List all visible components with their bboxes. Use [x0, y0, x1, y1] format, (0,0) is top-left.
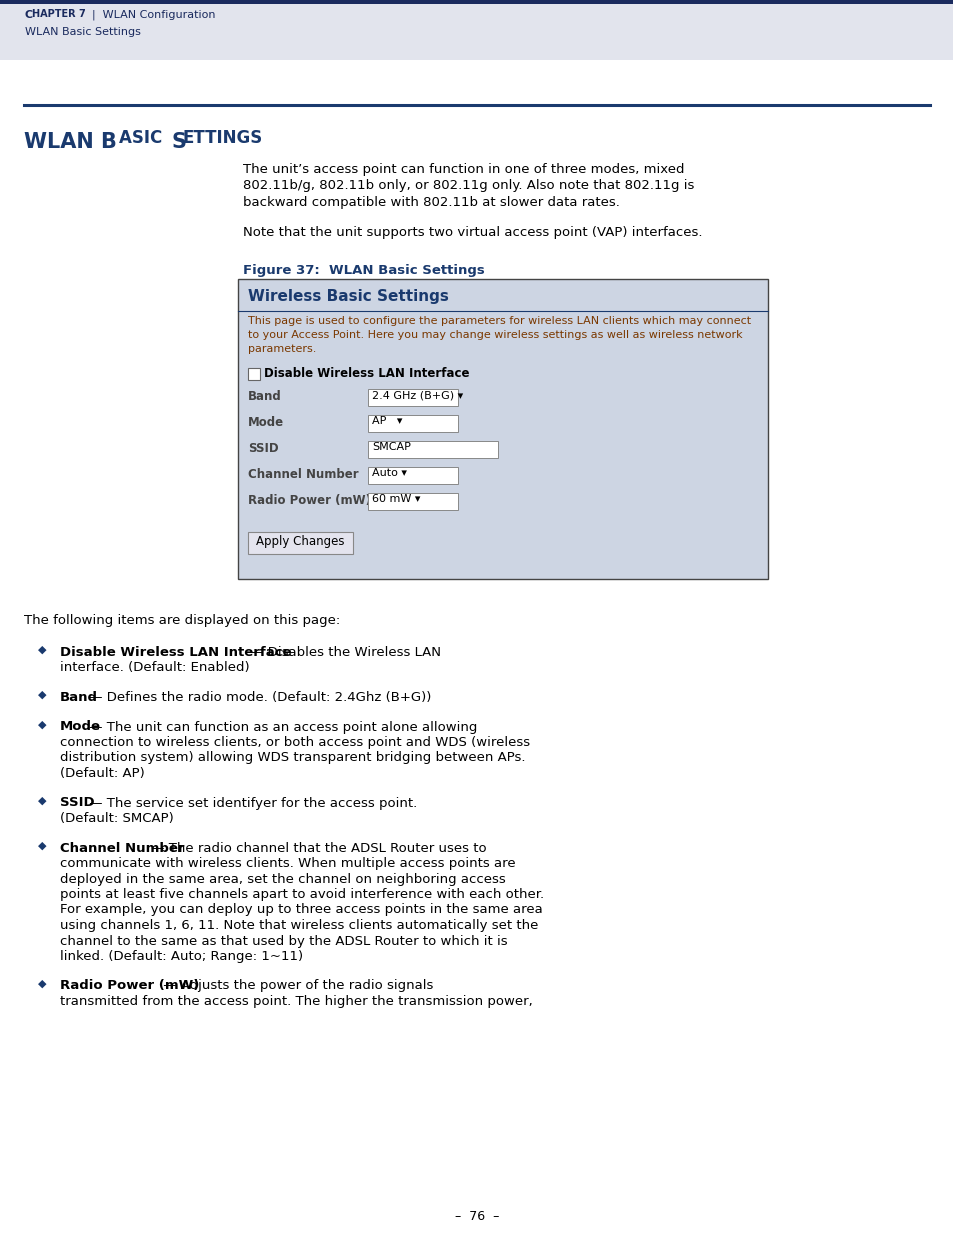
- Bar: [368, 493, 457, 510]
- Text: ETTINGS: ETTINGS: [183, 128, 263, 147]
- Text: using channels 1, 6, 11. Note that wireless clients automatically set the: using channels 1, 6, 11. Note that wirel…: [60, 919, 537, 932]
- Text: Mode: Mode: [248, 416, 284, 429]
- Text: — The radio channel that the ADSL Router uses to: — The radio channel that the ADSL Router…: [147, 841, 486, 855]
- Text: (Default: SMCAP): (Default: SMCAP): [60, 811, 173, 825]
- Text: interface. (Default: Enabled): interface. (Default: Enabled): [60, 662, 250, 674]
- Text: ◆: ◆: [38, 645, 47, 655]
- Text: The following items are displayed on this page:: The following items are displayed on thi…: [24, 614, 340, 627]
- Text: ASIC: ASIC: [119, 128, 168, 147]
- Text: WLAN B: WLAN B: [24, 132, 117, 152]
- Bar: [0, 0, 953, 4]
- Text: 2.4 GHz (B+G) ▾: 2.4 GHz (B+G) ▾: [372, 390, 463, 400]
- Text: WLAN Basic Settings: WLAN Basic Settings: [25, 27, 141, 37]
- Text: This page is used to configure the parameters for wireless LAN clients which may: This page is used to configure the param…: [248, 316, 750, 326]
- Text: Wireless Basic Settings: Wireless Basic Settings: [248, 289, 449, 304]
- Text: The unit’s access point can function in one of three modes, mixed: The unit’s access point can function in …: [243, 163, 684, 177]
- Text: — Disables the Wireless LAN: — Disables the Wireless LAN: [246, 646, 440, 659]
- Bar: [248, 368, 260, 380]
- Text: — The service set identifyer for the access point.: — The service set identifyer for the acc…: [85, 797, 416, 809]
- Bar: [248, 532, 353, 555]
- Text: ◆: ◆: [38, 690, 47, 700]
- Text: points at least five channels apart to avoid interference with each other.: points at least five channels apart to a…: [60, 888, 543, 902]
- Text: ◆: ◆: [38, 795, 47, 805]
- Text: — Adjusts the power of the radio signals: — Adjusts the power of the radio signals: [159, 979, 433, 993]
- Bar: [0, 0, 953, 61]
- Text: ◆: ◆: [38, 720, 47, 730]
- Text: HAPTER 7: HAPTER 7: [32, 9, 86, 19]
- Text: communicate with wireless clients. When multiple access points are: communicate with wireless clients. When …: [60, 857, 515, 869]
- Bar: [237, 279, 767, 579]
- Text: Auto ▾: Auto ▾: [372, 468, 407, 478]
- Text: parameters.: parameters.: [248, 345, 316, 354]
- Text: Disable Wireless LAN Interface: Disable Wireless LAN Interface: [264, 367, 469, 380]
- Text: connection to wireless clients, or both access point and WDS (wireless: connection to wireless clients, or both …: [60, 736, 530, 748]
- Text: — Defines the radio mode. (Default: 2.4Ghz (B+G)): — Defines the radio mode. (Default: 2.4G…: [85, 692, 431, 704]
- Bar: [368, 415, 457, 432]
- Text: linked. (Default: Auto; Range: 1~11): linked. (Default: Auto; Range: 1~11): [60, 950, 303, 963]
- Text: For example, you can deploy up to three access points in the same area: For example, you can deploy up to three …: [60, 904, 542, 916]
- Text: Band: Band: [60, 692, 98, 704]
- Text: ◆: ◆: [38, 841, 47, 851]
- Text: channel to the same as that used by the ADSL Router to which it is: channel to the same as that used by the …: [60, 935, 507, 947]
- Text: distribution system) allowing WDS transparent bridging between APs.: distribution system) allowing WDS transp…: [60, 752, 525, 764]
- Text: ◆: ◆: [38, 978, 47, 988]
- Text: to your Access Point. Here you may change wireless settings as well as wireless : to your Access Point. Here you may chang…: [248, 330, 741, 340]
- Bar: [368, 467, 457, 484]
- Text: (Default: AP): (Default: AP): [60, 767, 145, 781]
- Text: Channel Number: Channel Number: [60, 841, 184, 855]
- Text: C: C: [25, 10, 33, 20]
- Bar: [368, 389, 457, 406]
- Text: Band: Band: [248, 390, 281, 403]
- Text: Channel Number: Channel Number: [248, 468, 358, 480]
- Text: — The unit can function as an access point alone allowing: — The unit can function as an access poi…: [85, 720, 477, 734]
- Text: S: S: [172, 132, 187, 152]
- Text: |  WLAN Configuration: | WLAN Configuration: [85, 10, 215, 21]
- Text: Note that the unit supports two virtual access point (VAP) interfaces.: Note that the unit supports two virtual …: [243, 226, 701, 240]
- Text: SMCAP: SMCAP: [372, 442, 411, 452]
- Text: Figure 37:  WLAN Basic Settings: Figure 37: WLAN Basic Settings: [243, 264, 484, 277]
- Text: deployed in the same area, set the channel on neighboring access: deployed in the same area, set the chann…: [60, 872, 505, 885]
- Text: backward compatible with 802.11b at slower data rates.: backward compatible with 802.11b at slow…: [243, 196, 619, 209]
- Bar: [368, 441, 497, 458]
- Text: –  76  –: – 76 –: [455, 1210, 498, 1223]
- Text: Mode: Mode: [60, 720, 101, 734]
- Text: Radio Power (mW): Radio Power (mW): [60, 979, 199, 993]
- Text: Apply Changes: Apply Changes: [256, 535, 344, 547]
- Text: SSID: SSID: [248, 442, 278, 454]
- Text: SSID: SSID: [60, 797, 94, 809]
- Text: Disable Wireless LAN Interface: Disable Wireless LAN Interface: [60, 646, 292, 659]
- Text: Radio Power (mW): Radio Power (mW): [248, 494, 371, 508]
- Text: 802.11b/g, 802.11b only, or 802.11g only. Also note that 802.11g is: 802.11b/g, 802.11b only, or 802.11g only…: [243, 179, 694, 193]
- Text: transmitted from the access point. The higher the transmission power,: transmitted from the access point. The h…: [60, 995, 532, 1008]
- Text: AP   ▾: AP ▾: [372, 416, 402, 426]
- Text: 60 mW ▾: 60 mW ▾: [372, 494, 420, 504]
